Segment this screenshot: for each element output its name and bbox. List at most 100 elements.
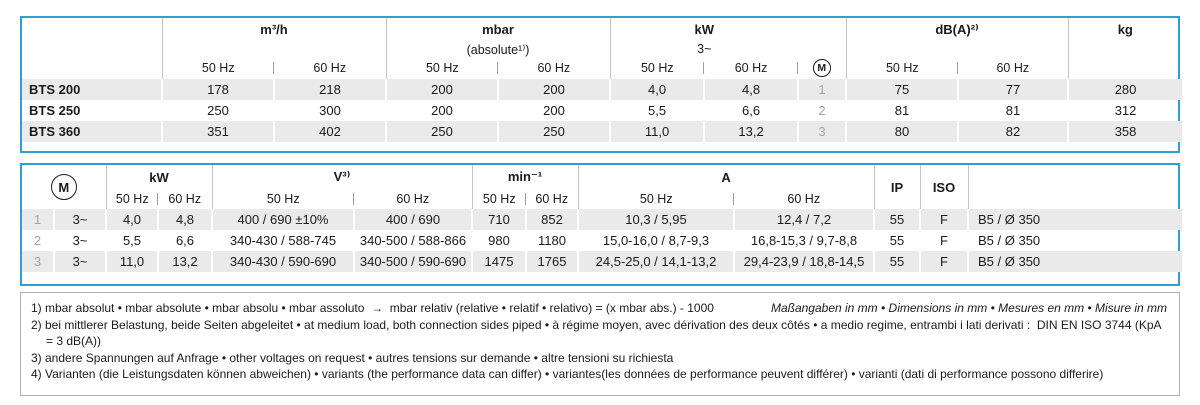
data-cell-weight: 358 — [1067, 121, 1183, 142]
voltage-50hz-header: 50 Hz — [211, 189, 354, 209]
data-cell-phase: 3~ — [53, 230, 106, 251]
data-cell-mbar50: 200 — [385, 79, 499, 100]
noise-60hz-header: 60 Hz — [996, 61, 1030, 75]
data-cell-flow60: 402 — [272, 121, 387, 142]
data-cell-iso: F — [919, 209, 969, 230]
data-cell-kw60: 4,8 — [703, 79, 799, 100]
footnote-1: 1) mbar absolut • mbar absolute • mbar a… — [31, 300, 1167, 317]
flow-subheader — [161, 41, 387, 57]
table-row: BTS 360 351 402 250 250 11,0 13,2 3 80 8… — [22, 121, 1183, 142]
data-cell-rpm60: 1180 — [525, 230, 578, 251]
data-cell-mbar60: 250 — [497, 121, 611, 142]
weight-subheader — [1067, 41, 1183, 57]
data-cell-kw60: 13,2 — [703, 121, 799, 142]
data-cell-a50: 15,0-16,0 / 8,7-9,3 — [577, 230, 734, 251]
flow-50hz-header: 50 Hz — [161, 57, 274, 79]
motor-col-spacer — [798, 18, 846, 41]
data-cell-flange: B5 / Ø 350 — [967, 251, 1183, 272]
data-cell-v50: 340-430 / 590-690 — [211, 251, 354, 272]
data-cell-flow50: 351 — [161, 121, 274, 142]
data-cell-weight: 312 — [1067, 100, 1183, 121]
motor-number: 3 — [22, 251, 54, 272]
weight-hz-spacer — [1067, 57, 1183, 79]
data-cell-rpm60: 1765 — [525, 251, 578, 272]
data-cell-rpm50: 710 — [471, 209, 526, 230]
data-cell-kw60: 13,2 — [157, 251, 212, 272]
col-header-voltage: V³⁾ — [211, 165, 472, 189]
col-header-flange — [967, 165, 1183, 209]
data-cell-rpm50: 980 — [471, 230, 526, 251]
data-cell-mbar60: 200 — [497, 79, 611, 100]
data-cell-kw60: 6,6 — [703, 100, 799, 121]
data-cell-phase: 3~ — [53, 251, 106, 272]
data-cell-rpm60: 852 — [525, 209, 578, 230]
data-cell-ip: 55 — [873, 251, 921, 272]
speed-60hz-header: 60 Hz — [535, 192, 569, 206]
motor-number: 2 — [33, 233, 42, 248]
data-cell-mbar50: 200 — [385, 100, 499, 121]
data-cell-db50: 81 — [845, 100, 959, 121]
table-row: 1 3~ 4,0 4,8 400 / 690 ±10% 400 / 690 71… — [22, 209, 1183, 230]
data-cell-v50: 340-430 / 588-745 — [211, 230, 354, 251]
footnote-4: 4) Varianten (die Leistungsdaten können … — [31, 367, 1104, 381]
col-header-ip: IP — [873, 165, 921, 209]
model-name: BTS 360 — [22, 121, 162, 142]
pressure-60hz-header: 60 Hz — [537, 61, 571, 75]
footnote-2: 2) bei mittlerer Belastung, beide Seiten… — [31, 317, 1161, 349]
data-cell-db60: 77 — [957, 79, 1069, 100]
data-cell-kw60: 6,6 — [157, 230, 212, 251]
data-cell-flange: B5 / Ø 350 — [967, 209, 1183, 230]
motor-col-spacer — [798, 41, 846, 57]
noise-subheader — [845, 41, 1069, 57]
data-cell-db50: 75 — [845, 79, 959, 100]
data-cell-kw50: 5,5 — [105, 230, 158, 251]
data-cell-v50: 400 / 690 ±10% — [211, 209, 354, 230]
col-header-flow: m³/h — [161, 18, 387, 41]
speed-50hz-header: 50 Hz — [471, 189, 526, 209]
data-cell-motor-ref: 3 — [797, 121, 847, 142]
corner-cell — [22, 57, 162, 79]
power-50hz-header: 50 Hz — [105, 189, 158, 209]
voltage-60hz-header: 60 Hz — [396, 192, 430, 206]
model-name: BTS 200 — [22, 79, 162, 100]
current-60hz-header: 60 Hz — [787, 192, 821, 206]
performance-table: m³/h mbar kW dB(A)²⁾ kg (absolute¹⁾) 3~ — [20, 16, 1183, 153]
data-cell-weight: 280 — [1067, 79, 1183, 100]
data-cell-iso: F — [919, 251, 969, 272]
data-cell-flange: B5 / Ø 350 — [967, 230, 1183, 251]
col-header-noise: dB(A)²⁾ — [845, 18, 1069, 41]
pressure-50hz-header: 50 Hz — [385, 57, 499, 79]
data-cell-a50: 24,5-25,0 / 14,1-13,2 — [577, 251, 734, 272]
data-cell-db60: 82 — [957, 121, 1069, 142]
data-cell-kw50: 5,5 — [609, 100, 705, 121]
col-header-current: A — [577, 165, 875, 189]
data-cell-flow60: 218 — [272, 79, 387, 100]
col-header-speed: min⁻¹ — [471, 165, 578, 189]
corner-cell — [22, 41, 162, 57]
table-row: 3 3~ 11,0 13,2 340-430 / 590-690 340-500… — [22, 251, 1183, 272]
footnote-1-text: 1) mbar absolut • mbar absolute • mbar a… — [31, 301, 714, 315]
power-60hz-header: 60 Hz — [168, 192, 202, 206]
dimensions-note: Maßangaben in mm • Dimensions in mm • Me… — [770, 301, 1167, 315]
motor-header-cell: M — [22, 165, 106, 209]
motor-symbol-icon: M — [812, 59, 831, 78]
col-header-weight: kg — [1067, 18, 1183, 41]
noise-50hz-header: 50 Hz — [845, 57, 959, 79]
footnote-3: 3) andere Spannungen auf Anfrage • other… — [31, 350, 674, 365]
motor-header-cell: M — [798, 57, 846, 79]
current-50hz-header: 50 Hz — [577, 189, 734, 209]
flow-60hz-header: 60 Hz — [313, 61, 347, 75]
data-cell-ip: 55 — [873, 230, 921, 251]
data-cell-v60: 400 / 690 — [353, 209, 472, 230]
col-header-iso: ISO — [919, 165, 969, 209]
performance-table-grid: m³/h mbar kW dB(A)²⁾ kg (absolute¹⁾) 3~ — [22, 18, 1183, 142]
motor-number: 1 — [22, 209, 54, 230]
data-cell-a60: 29,4-23,9 / 18,8-14,5 — [732, 251, 875, 272]
data-cell-kw60: 4,8 — [157, 209, 212, 230]
table-row: BTS 200 178 218 200 200 4,0 4,8 1 75 77 … — [22, 79, 1183, 100]
power-phase-subheader: 3~ — [609, 41, 799, 57]
power-50hz-header: 50 Hz — [609, 57, 705, 79]
data-cell-motor-ref: 2 — [797, 100, 847, 121]
data-cell-flow50: 178 — [161, 79, 274, 100]
table-row: BTS 250 250 300 200 200 5,5 6,6 2 81 81 … — [22, 100, 1183, 121]
